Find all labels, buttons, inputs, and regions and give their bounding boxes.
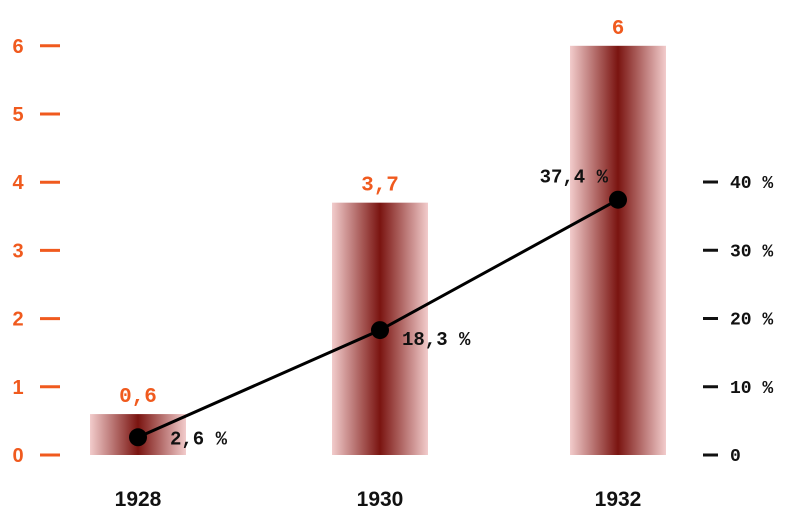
left-tick-label: 6 bbox=[12, 36, 23, 58]
left-tick-label: 3 bbox=[12, 240, 23, 262]
right-tick-label: 0 bbox=[730, 447, 741, 467]
line-point bbox=[371, 321, 389, 340]
line-point bbox=[129, 428, 147, 447]
bar-value-label: 0,6 bbox=[119, 386, 157, 409]
line-point-label: 37,4 % bbox=[540, 167, 609, 189]
category-axis: 1928 1930 1932 bbox=[115, 488, 642, 511]
right-tick-label: 30 % bbox=[730, 242, 773, 262]
right-tick-label: 40 % bbox=[730, 174, 773, 194]
line-point bbox=[609, 190, 627, 209]
line-series: 2,6 % 18,3 % 37,4 % bbox=[129, 167, 627, 450]
line-point-label: 18,3 % bbox=[402, 329, 471, 351]
bar-value-label: 3,7 bbox=[361, 175, 399, 198]
right-tick-label: 10 % bbox=[730, 379, 773, 399]
left-tick-label: 1 bbox=[12, 377, 23, 399]
bar bbox=[570, 45, 666, 456]
left-tick-label: 0 bbox=[12, 445, 23, 467]
bar-value-label: 6 bbox=[612, 18, 625, 41]
left-tick-label: 5 bbox=[12, 104, 23, 126]
left-axis: 0 1 2 3 4 5 6 bbox=[12, 36, 60, 467]
category-label: 1930 bbox=[357, 488, 404, 511]
bar-series: 0,6 3,7 6 bbox=[90, 18, 666, 456]
category-label: 1928 bbox=[115, 488, 162, 511]
left-tick-label: 2 bbox=[12, 309, 23, 331]
category-label: 1932 bbox=[595, 488, 642, 511]
line-point-label: 2,6 % bbox=[170, 428, 228, 450]
left-tick-label: 4 bbox=[12, 172, 24, 194]
right-axis: 0 10 % 20 % 30 % 40 % bbox=[703, 174, 773, 467]
right-tick-label: 20 % bbox=[730, 311, 773, 331]
